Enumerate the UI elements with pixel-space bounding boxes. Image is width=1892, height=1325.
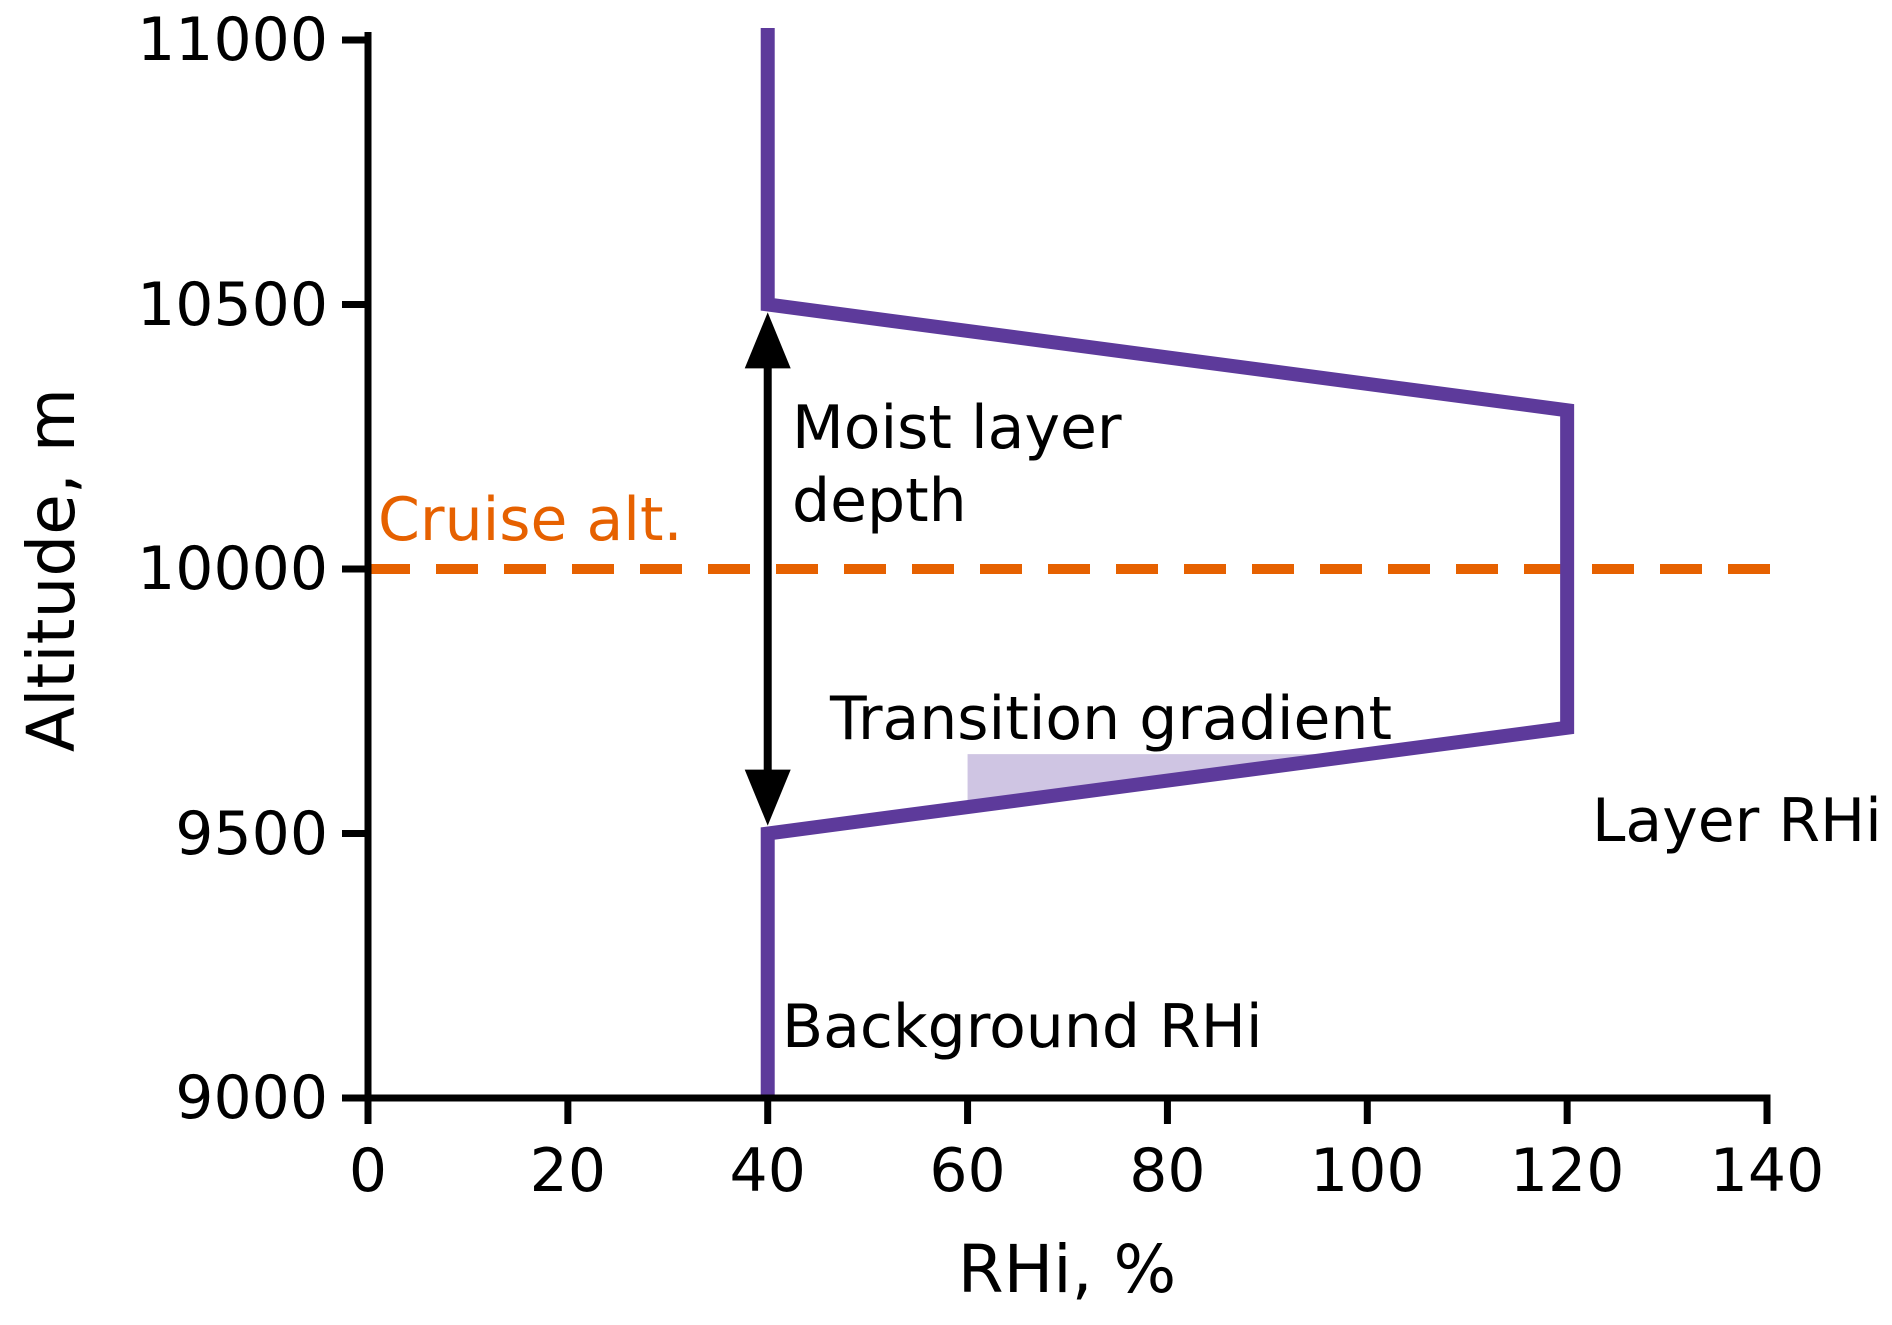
moist-layer-depth-label: Moist layer depth [792,393,1122,537]
x-tick-label-0: 0 [348,1136,388,1206]
transition-gradient-label: Transition gradient [830,684,1392,754]
moist-depth-arrow-head-down [744,769,791,826]
y-tick-label-11000: 11000 [137,5,328,75]
layer-rhi-label: Layer RHi [1592,786,1882,856]
x-tick-label-40: 40 [729,1136,806,1206]
moist-depth-arrow-head-up [744,312,791,369]
x-tick-label-100: 100 [1310,1136,1425,1206]
cruise-altitude-label: Cruise alt. [378,485,683,555]
x-tick-label-80: 80 [1129,1136,1206,1206]
y-tick-label-10500: 10500 [137,269,328,340]
y-tick-label-9500: 9500 [175,798,328,869]
background-rhi-label: Background RHi [782,992,1263,1062]
y-tick-label-10000: 10000 [137,534,328,604]
y-tick-label-9000: 9000 [175,1063,328,1133]
x-tick-label-60: 60 [929,1136,1006,1206]
x-tick-label-140: 140 [1709,1136,1825,1206]
x-tick-label-20: 20 [529,1136,607,1206]
x-tick-label-120: 120 [1509,1136,1625,1206]
x-axis-title: RHi, % [957,1231,1177,1308]
rhi-profile-line [760,28,1575,1098]
